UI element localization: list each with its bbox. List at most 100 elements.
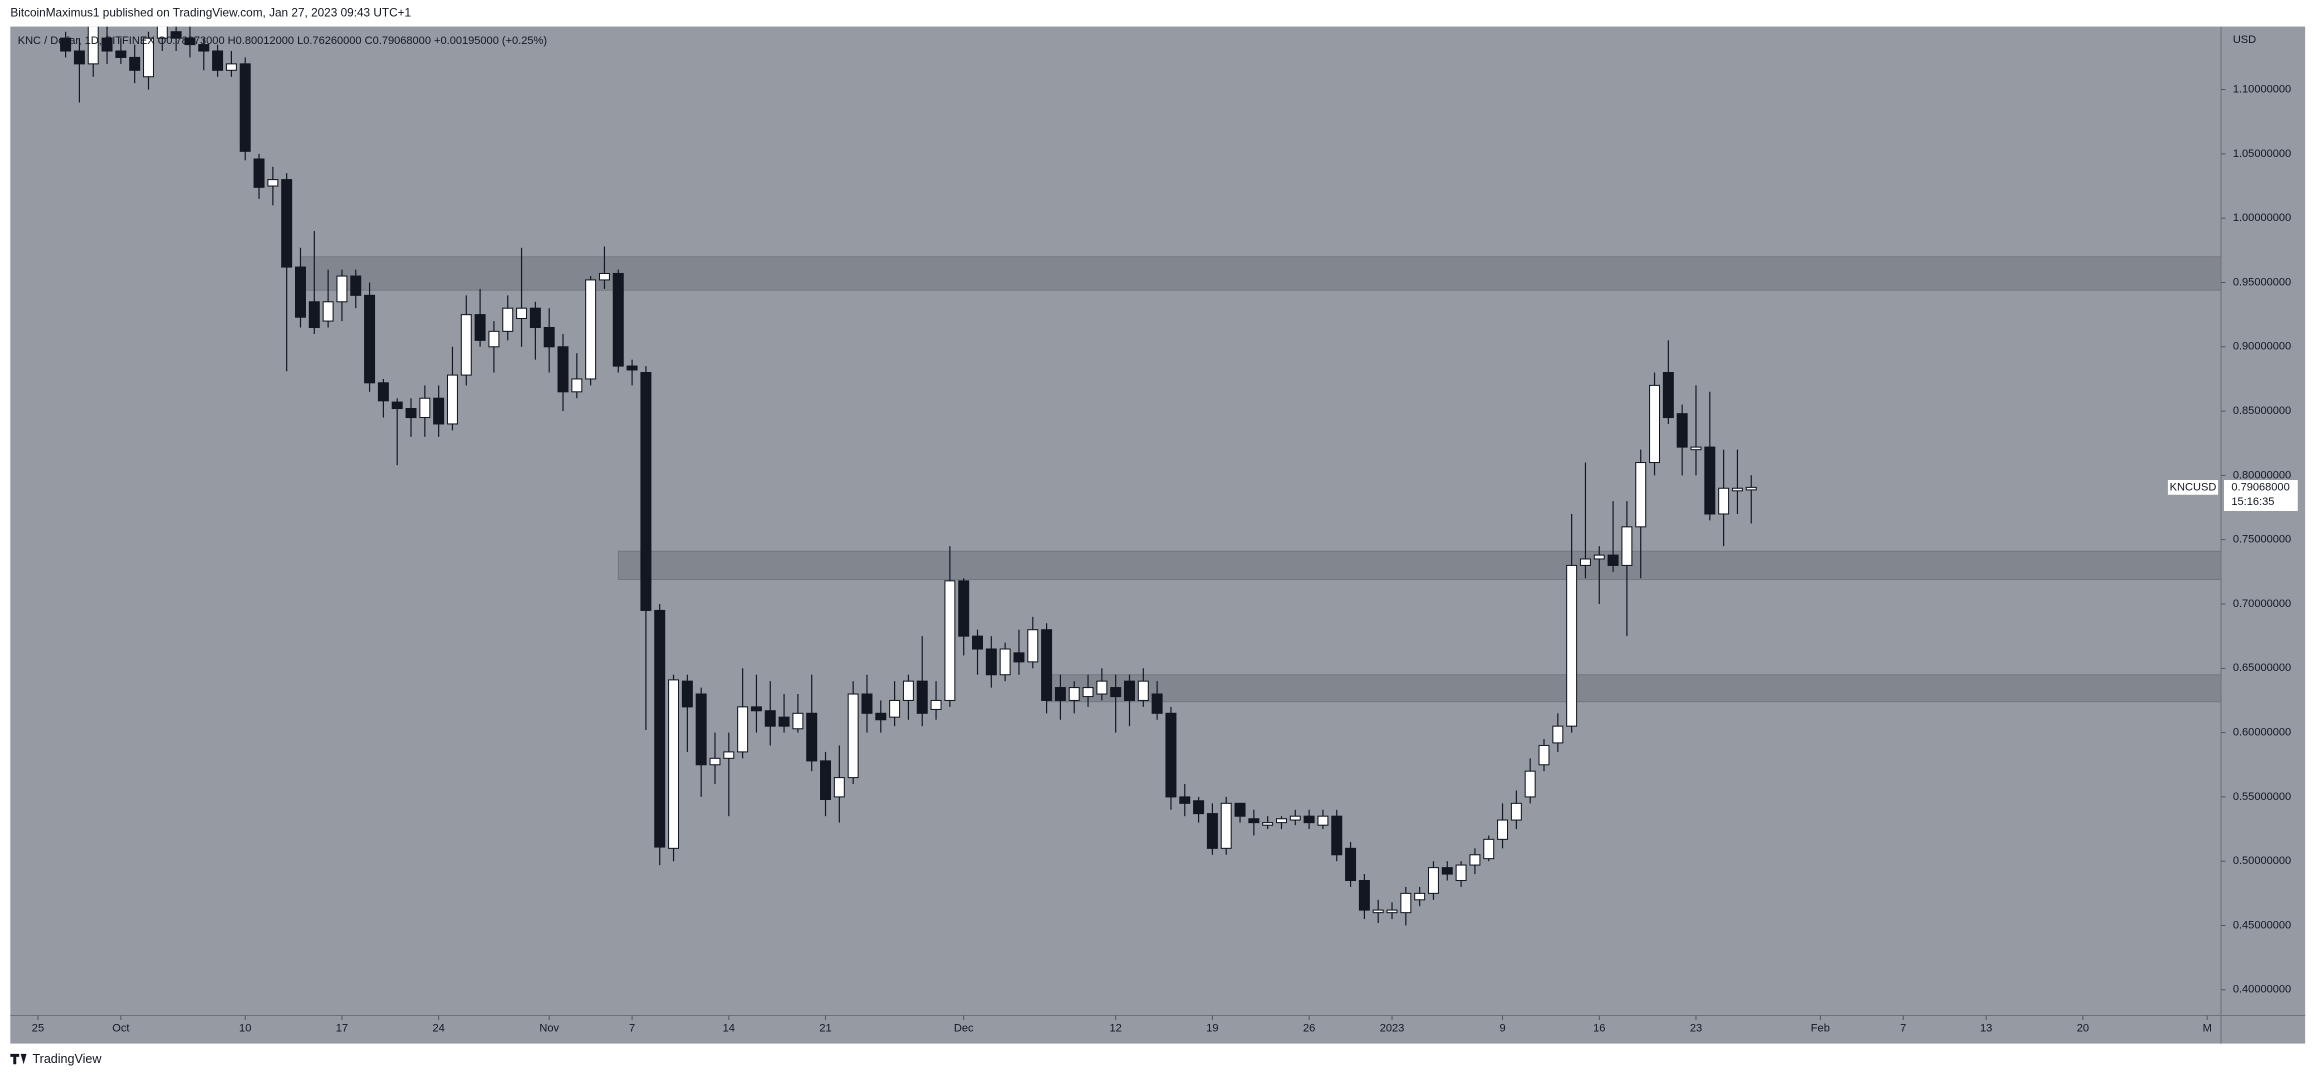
candle-body [364,294,376,384]
candle-body [1579,558,1591,566]
last-price: 0.79068000 [2231,481,2289,493]
candle-body [1676,413,1688,448]
candle-body [1524,770,1536,798]
published-note: BitcoinMaximus1 published on TradingView… [10,5,411,19]
candles [60,26,1757,926]
candle-body [419,397,431,419]
candle-body [985,648,997,676]
candle-body [737,706,749,753]
candle-body [626,365,638,371]
candle-body [958,580,970,637]
candle-body [1054,687,1066,701]
candle-body [1538,744,1550,766]
candle-body [391,401,403,410]
candle-body [778,716,790,727]
candle-body [101,37,113,52]
y-tick-label: 0.70000000 [2233,598,2291,610]
y-tick-label: 1.05000000 [2233,148,2291,160]
axes: 0.40000000 0.45000000 0.50000000 0.55000000… [32,84,2291,1035]
x-tick-label: 12 [1110,1023,1122,1035]
candle-body [1303,815,1315,824]
candle-body [308,301,320,329]
candle-body [916,680,928,714]
candle-body [1593,554,1605,560]
candle-body [115,50,127,58]
candle-body [1331,815,1343,856]
y-tick-label: 0.80000000 [2233,469,2291,481]
candle-body [571,378,583,393]
x-tick-label: 26 [1303,1023,1315,1035]
candle-body [322,301,334,322]
candle-body [143,37,154,78]
candle-body [488,330,500,348]
candle-body [1731,487,1743,492]
candle-body [1372,909,1384,914]
x-tick-label: 23 [1690,1023,1702,1035]
candle-body [1345,847,1357,882]
candle-body [1096,680,1108,695]
candle-body [654,609,666,848]
candle-body [792,712,804,730]
candle-body [1483,838,1495,860]
y-tick-label: 0.55000000 [2233,791,2291,803]
candle-body [281,179,293,268]
candle-body [405,408,417,419]
candle-body [612,272,624,367]
candle-body [225,63,237,71]
candle-body [972,635,984,650]
candle-body [1400,892,1412,914]
candle-body [529,307,541,329]
candle-body [1566,564,1578,727]
x-tick-label: 21 [819,1023,831,1035]
candle-body [585,279,597,380]
candle-body [1220,802,1232,849]
candle-body [668,679,680,849]
candle-body [1013,652,1025,663]
candle-body [1193,800,1205,815]
candle-body [1455,864,1467,882]
candle-body [1275,818,1287,824]
candle-body [1165,712,1177,798]
candle-body [294,266,306,318]
candle-body [1497,819,1509,840]
candle-body [1621,526,1633,566]
candle-body [60,37,72,52]
candle-body [1068,687,1080,701]
candle-body [1151,693,1163,714]
candle-body [129,56,141,71]
candle-body [806,712,818,762]
candle-body [1317,815,1329,826]
candle-body [750,706,762,712]
candle-body [1745,486,1757,491]
candle-body [543,326,555,348]
x-tick-label: 10 [239,1023,251,1035]
candle-body [1082,687,1094,698]
candle-body [1635,462,1647,528]
candle-body [1607,554,1619,566]
candle-body [267,179,279,187]
y-tick-label: 0.40000000 [2233,984,2291,996]
candle-body [833,777,845,798]
candle-body [889,699,901,718]
y-tick-label: 0.95000000 [2233,276,2291,288]
y-tick-label: 0.65000000 [2233,662,2291,674]
x-tick-label: 25 [32,1023,44,1035]
candle-body [1358,879,1370,911]
x-tick-label: 24 [433,1023,445,1035]
candle-body [87,26,99,65]
x-tick-label: 17 [336,1023,348,1035]
brand: TradingView [32,1052,102,1066]
candle-body [1124,680,1135,701]
candle-body [350,275,362,296]
candle-body [516,307,528,320]
candle-body [184,37,196,46]
candle-body [1704,446,1716,515]
candle-body [1414,892,1426,901]
x-tick-label: 9 [1499,1023,1505,1035]
candle-body [1041,629,1053,701]
candle-body [377,382,389,402]
candle-body [502,307,514,332]
candle-body [1262,822,1274,826]
